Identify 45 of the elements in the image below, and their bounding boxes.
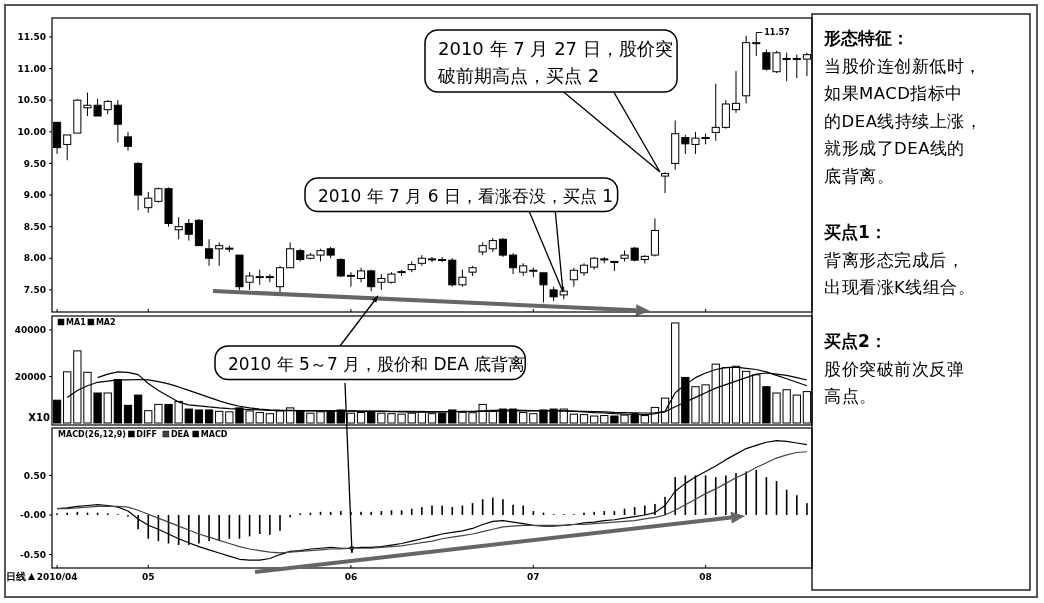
callout: 2010 年 7 月 6 日，看涨吞没，买点 1 xyxy=(304,177,619,293)
text: 高点。 xyxy=(824,387,877,406)
text: 当股价连创新低时， xyxy=(824,56,982,76)
legend-label: DIFF xyxy=(136,430,157,439)
y-tick-label: 9.00 xyxy=(23,190,46,201)
y-tick-label: 11.00 xyxy=(17,63,46,74)
text: 底背离。 xyxy=(824,166,894,186)
y-tick-label: -0.50 xyxy=(20,549,46,560)
y-tick-label: 40000 xyxy=(14,325,46,336)
y-tick-label: 0.50 xyxy=(23,470,46,481)
text: 日线 xyxy=(6,571,26,582)
annotation: 2010 年 7 月 6 日，看涨吞没，买点 1 xyxy=(318,185,614,206)
y-axis-title: X10 xyxy=(28,412,51,423)
x-tick-label: 06 xyxy=(344,572,358,582)
y-tick-label: 7.50 xyxy=(23,285,46,296)
chart-title: MACD(26,12,9) xyxy=(58,430,126,439)
y-tick-label: 8.50 xyxy=(23,221,46,232)
x-tick-label: 07 xyxy=(527,572,540,582)
y-tick-label: 11.50 xyxy=(17,32,46,43)
x-tick-label: 05 xyxy=(142,572,155,582)
text: 形态特征： xyxy=(823,28,909,48)
y-tick-label: 8.00 xyxy=(23,253,46,264)
annotation: 11.57 xyxy=(764,28,790,38)
text: 买点2： xyxy=(824,331,887,351)
legend-label: DEA xyxy=(170,430,190,439)
text: 股价突破前次反弹 xyxy=(824,359,964,379)
y-tick-label: 20000 xyxy=(14,371,46,382)
text: 如果MACD指标中 xyxy=(824,84,963,103)
x-tick-label: 08 xyxy=(699,572,712,582)
text: 买点1： xyxy=(824,222,887,242)
annotation: 2010 年 7 月 27 日，股价突破前期高点，买点 2 xyxy=(437,37,673,86)
text: 出现看涨K线组合。 xyxy=(824,278,976,297)
text: 背离形态完成后， xyxy=(824,250,964,270)
y-tick-label: 10.50 xyxy=(17,95,46,106)
annotation: 2010 年 5～7 月，股价和 DEA 底背离 xyxy=(228,353,526,374)
y-tick-label: -0.00 xyxy=(20,510,46,521)
y-tick-label: 9.50 xyxy=(23,158,46,169)
text: 就形成了DEA线的 xyxy=(824,139,965,158)
x-tick-label: 2010/04 xyxy=(36,572,78,582)
text: 的DEA线持续上涨， xyxy=(824,111,983,131)
legend-label: MACD xyxy=(200,430,228,439)
callout: 2010 年 7 月 27 日，股价突破前期高点，买点 2 xyxy=(424,29,678,173)
legend-label: MA1 xyxy=(66,318,87,327)
y-tick-label: 10.00 xyxy=(17,126,46,137)
legend-label: MA2 xyxy=(95,318,116,327)
